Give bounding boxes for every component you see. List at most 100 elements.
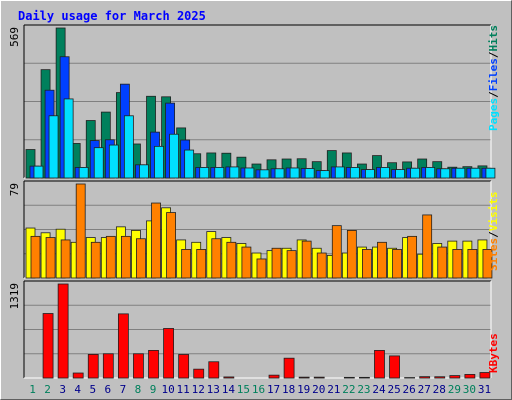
x-tick-label-day-31: 31: [478, 383, 491, 396]
bar-pages-day-10: [169, 133, 179, 179]
bar-pages-day-27: [425, 167, 436, 179]
x-tick-label-day-9: 9: [150, 383, 157, 396]
bar-kbytes-day-25: [389, 355, 400, 379]
legend-part: /: [487, 91, 500, 98]
bar-sites-day-31: [482, 249, 493, 279]
bar-pages-day-18: [289, 167, 300, 179]
panel-hits-max-label: 569: [8, 27, 21, 47]
bar-pages-day-16: [259, 169, 270, 179]
x-tick-label-day-10: 10: [161, 383, 174, 396]
x-tick-label-day-27: 27: [418, 383, 431, 396]
bar-pages-day-30: [470, 167, 481, 179]
bar-sites-day-26: [407, 235, 418, 279]
bar-kbytes-day-2: [42, 313, 54, 379]
panel-visits-legend-label: Sites/Visits: [487, 192, 500, 272]
bar-pages-day-29: [455, 167, 466, 179]
bar-sites-day-11: [181, 249, 192, 279]
x-tick-label-day-3: 3: [59, 383, 66, 396]
bar-kbytes-day-31: [479, 372, 491, 379]
bar-sites-day-9: [151, 202, 161, 279]
bar-sites-day-22: [346, 230, 357, 279]
bar-kbytes-day-19: [298, 376, 310, 379]
bar-kbytes-day-18: [283, 357, 295, 379]
x-tick-label-day-19: 19: [297, 383, 310, 396]
legend-part: /: [487, 51, 500, 58]
bar-kbytes-day-10: [163, 328, 174, 379]
bar-sites-day-5: [90, 241, 101, 279]
bar-pages-day-7: [123, 115, 134, 179]
panel-visits: 79 Sites/Visits: [8, 180, 500, 279]
bar-kbytes-day-14: [223, 376, 235, 379]
bar-sites-day-20: [316, 252, 327, 279]
bar-kbytes-day-17: [268, 374, 280, 379]
x-tick-label-day-14: 14: [222, 383, 236, 396]
x-tick-label-day-2: 2: [44, 383, 51, 396]
bar-kbytes-day-29: [449, 375, 461, 379]
chart-title: Daily usage for March 2025: [18, 9, 206, 23]
bar-kbytes-day-23: [359, 376, 370, 379]
bar-sites-day-27: [422, 214, 433, 279]
series-pages: [33, 98, 496, 179]
x-tick-label-day-29: 29: [448, 383, 461, 396]
x-tick-label-day-7: 7: [120, 383, 127, 396]
bar-sites-day-8: [136, 238, 146, 279]
bar-sites-day-19: [301, 240, 312, 279]
bar-pages-day-6: [108, 144, 119, 179]
x-tick-label-day-1: 1: [29, 383, 36, 396]
series-visits: [25, 207, 488, 279]
bar-sites-day-1: [30, 235, 41, 279]
bar-sites-day-21: [331, 225, 342, 279]
bar-kbytes-day-27: [419, 376, 431, 379]
bar-pages-day-8: [139, 164, 149, 179]
x-tick-label-day-5: 5: [89, 383, 96, 396]
bar-kbytes-day-9: [148, 350, 159, 379]
chart-panels: 569Pages/Files/Hits79Sites/Visits1319KBy…: [8, 24, 500, 379]
x-tick-label-day-25: 25: [387, 383, 400, 396]
x-tick-label-day-23: 23: [357, 383, 370, 396]
bar-pages-day-21: [334, 166, 345, 179]
x-tick-label-day-13: 13: [207, 383, 220, 396]
bar-pages-day-15: [244, 167, 255, 179]
bar-kbytes-day-6: [102, 353, 114, 379]
series-kbytes: [42, 283, 491, 379]
bar-kbytes-day-11: [178, 354, 190, 379]
bar-kbytes-day-28: [434, 376, 446, 379]
bar-sites-day-17: [271, 247, 282, 279]
x-tick-label-day-12: 12: [192, 383, 205, 396]
panel-visits-max-label: 79: [8, 183, 21, 196]
x-tick-label-day-18: 18: [282, 383, 295, 396]
bar-sites-day-23: [362, 249, 372, 279]
bar-sites-day-25: [392, 249, 402, 279]
bar-pages-day-23: [365, 169, 375, 179]
bar-sites-day-10: [166, 212, 176, 279]
bar-sites-day-24: [377, 241, 387, 279]
bar-pages-day-5: [93, 147, 104, 179]
bar-sites-day-6: [105, 235, 116, 279]
legend-part: /: [487, 231, 500, 238]
x-tick-label-day-17: 17: [267, 383, 280, 396]
bar-pages-day-25: [395, 169, 405, 179]
bar-sites-day-16: [256, 258, 267, 279]
bar-sites-day-18: [286, 250, 297, 279]
bar-kbytes-day-5: [87, 354, 99, 379]
bar-pages-day-19: [304, 168, 315, 179]
bar-pages-day-13: [214, 167, 225, 179]
bar-pages-day-28: [440, 168, 451, 179]
bar-pages-day-31: [485, 167, 496, 179]
bar-pages-day-17: [274, 168, 285, 179]
bar-sites-day-12: [196, 249, 207, 279]
x-tick-label-day-4: 4: [74, 383, 81, 396]
bar-pages-day-1: [33, 165, 44, 179]
bar-sites-day-13: [211, 238, 222, 279]
bar-kbytes-day-7: [117, 313, 129, 379]
series-sites: [30, 183, 493, 279]
bar-sites-day-2: [45, 237, 56, 279]
x-tick-label-day-26: 26: [403, 383, 416, 396]
bar-pages-day-2: [48, 115, 59, 179]
bar-pages-day-11: [184, 149, 195, 179]
panel-kbytes-legend-label: KBytes: [487, 333, 500, 373]
legend-part: Pages: [487, 98, 500, 131]
x-axis-labels: 1 2 3 4 5 6 7 8 9 10 11 12 13 14 15 16 17 18 19 20 21 22 23 24 2…: [29, 383, 491, 396]
